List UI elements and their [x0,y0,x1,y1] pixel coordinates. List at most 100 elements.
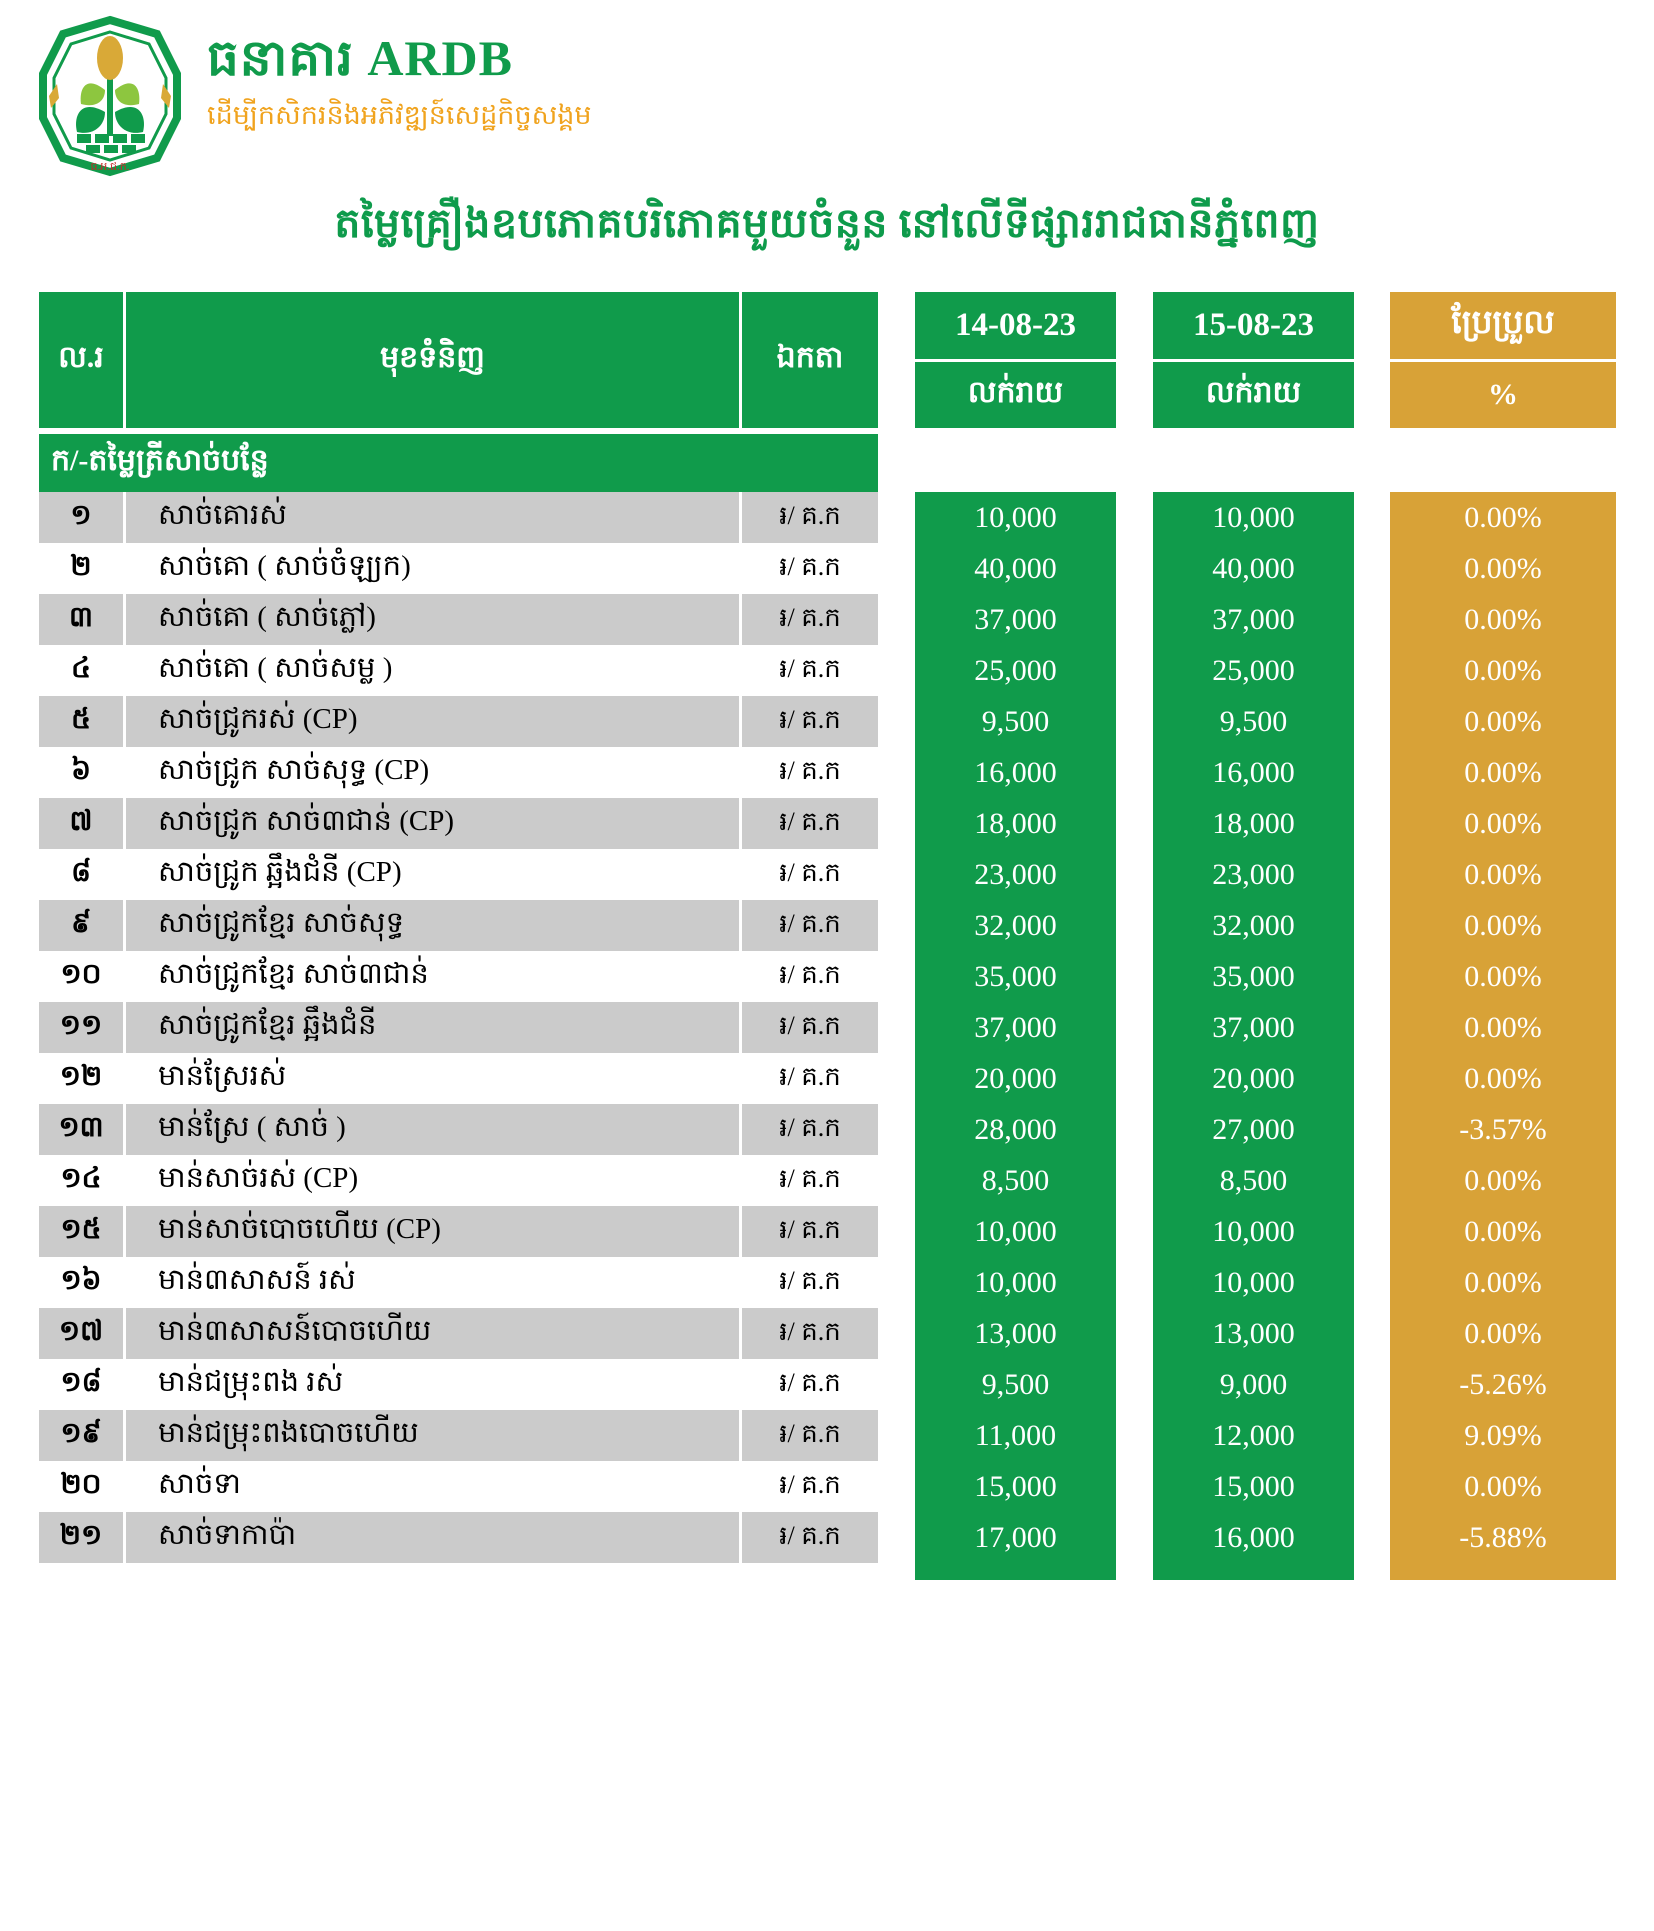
brand-header: ធ.អ.ជ.ក. ធនាគារ ARDB ដើម្បីកសិករនិងអភិវឌ… [35,12,592,180]
brand-text-block: ធនាគារ ARDB ដើម្បីកសិករនិងអភិវឌ្ឍន៍សេដ្ឋ… [207,12,592,138]
ardb-logo-icon: ធ.អ.ជ.ក. [39,15,181,177]
column-gap [878,292,915,428]
column-tail-green1 [915,1563,1116,1580]
row-number-cell: ៧ [39,798,126,849]
column-gap [1354,1155,1390,1206]
column-gap [1116,1257,1153,1308]
table-row: ១៩ មាន់ជម្រុះពងបោចហើយ ៛/ គ.ក 11,000 12,0… [39,1410,1616,1461]
column-tail-gold [1390,1563,1616,1580]
header-change-block: ប្រែប្រួល % [1390,292,1616,428]
row-number-cell: ២១ [39,1512,126,1563]
table-row: ៧ សាច់ជ្រូក សាច់៣ជាន់ (CP) ៛/ គ.ក 18,000… [39,798,1616,849]
price1-cell: 18,000 [915,798,1116,849]
header-date1-block: 14-08-23 លក់រាយ [915,292,1116,428]
row-number-cell: ៩ [39,900,126,951]
logo-stem-icon [107,64,113,136]
price2-cell: 25,000 [1153,645,1354,696]
unit-cell: ៛/ គ.ក [742,492,878,543]
row-number-cell: ៥ [39,696,126,747]
change-cell: 0.00% [1390,1206,1616,1257]
price2-cell: 16,000 [1153,1512,1354,1563]
column-gap [1354,1206,1390,1257]
column-gap [1354,951,1390,1002]
header-retail2: លក់រាយ [1205,376,1302,409]
column-gap [878,1308,915,1359]
price2-cell: 23,000 [1153,849,1354,900]
column-gap [1354,1104,1390,1155]
row-number-cell: ១៨ [39,1359,126,1410]
price2-cell: 13,000 [1153,1308,1354,1359]
column-gap [878,492,915,543]
column-gap [1354,747,1390,798]
column-gap [878,1104,915,1155]
change-cell: -3.57% [1390,1104,1616,1155]
column-gap [878,951,915,1002]
header-retail1: លក់រាយ [967,376,1064,409]
column-tail-green2 [1153,1563,1354,1580]
item-cell: សាច់ជ្រូក ឆ្អឹងជំនី (CP) [126,849,742,900]
unit-cell: ៛/ គ.ក [742,1257,878,1308]
row-number-cell: ៨ [39,849,126,900]
column-gap [878,696,915,747]
logo-grain-icon [97,36,123,80]
column-gap [878,543,915,594]
column-gap [1116,951,1153,1002]
logo-seal-text: ធ.អ.ជ.ក. [91,161,130,173]
row-number-cell: ១៤ [39,1155,126,1206]
header-item: មុខទំនិញ [126,292,742,428]
price2-cell: 18,000 [1153,798,1354,849]
row-number-cell: ៣ [39,594,126,645]
change-cell: 0.00% [1390,1461,1616,1512]
logo-leaf-dark-right-icon [115,106,144,133]
unit-cell: ៛/ គ.ក [742,594,878,645]
row-number-cell: ៦ [39,747,126,798]
bank-name: ធនាគារ ARDB [207,30,513,86]
change-cell: 0.00% [1390,1053,1616,1104]
table-row: ៩ សាច់ជ្រូកខ្មែរ សាច់សុទ្ធ ៛/ គ.ក 32,000… [39,900,1616,951]
change-cell: 0.00% [1390,543,1616,594]
price1-cell: 20,000 [915,1053,1116,1104]
column-gap [1116,1155,1153,1206]
price1-cell: 35,000 [915,951,1116,1002]
logo-octagon-inner [52,30,168,162]
price1-cell: 10,000 [915,1206,1116,1257]
price1-cell: 8,500 [915,1155,1116,1206]
price1-cell: 37,000 [915,594,1116,645]
change-cell: 0.00% [1390,1155,1616,1206]
header-date1: 14-08-23 [915,292,1116,362]
table-row: ១៨ មាន់ជម្រុះពង រស់ ៛/ គ.ក 9,500 9,000 -… [39,1359,1616,1410]
column-gap [1354,1359,1390,1410]
price1-cell: 13,000 [915,1308,1116,1359]
column-gap [1116,292,1153,428]
price2-cell: 9,500 [1153,696,1354,747]
price1-cell: 25,000 [915,645,1116,696]
table-row: ៤ សាច់គោ ( សាច់សម្ល ) ៛/ គ.ក 25,000 25,0… [39,645,1616,696]
change-cell: 0.00% [1390,900,1616,951]
unit-cell: ៛/ គ.ក [742,645,878,696]
header-percent: % [1488,378,1518,411]
change-cell: -5.88% [1390,1512,1616,1563]
change-cell: 9.09% [1390,1410,1616,1461]
change-cell: 0.00% [1390,798,1616,849]
price2-cell: 27,000 [1153,1104,1354,1155]
price1-cell: 40,000 [915,543,1116,594]
price1-cell: 28,000 [915,1104,1116,1155]
column-gap [1116,747,1153,798]
bank-tagline: ដើម្បីកសិករនិងអភិវឌ្ឍន៍សេដ្ឋកិច្ចសង្គម [207,99,592,130]
unit-cell: ៛/ គ.ក [742,1155,878,1206]
table-row: ២ សាច់គោ ( សាច់ចំឡ្យក) ៛/ គ.ក 40,000 40,… [39,543,1616,594]
column-gap [1116,1461,1153,1512]
unit-cell: ៛/ គ.ក [742,1206,878,1257]
column-gap [1354,849,1390,900]
column-tail-row [39,1563,1616,1580]
unit-cell: ៛/ គ.ក [742,849,878,900]
table-header-row: ល.រ មុខទំនិញ ឯកតា 14-08-23 លក់រាយ 15-08-… [39,292,1616,428]
table-row: ២១ សាច់ទាកាប៉ា ៛/ គ.ក 17,000 16,000 -5.8… [39,1512,1616,1563]
column-gap [1354,1410,1390,1461]
column-gap [1116,696,1153,747]
row-number-cell: ២ [39,543,126,594]
price2-cell: 40,000 [1153,543,1354,594]
item-cell: សាច់ជ្រូកខ្មែរ សាច់៣ជាន់ [126,951,742,1002]
column-gap [1116,1512,1153,1563]
